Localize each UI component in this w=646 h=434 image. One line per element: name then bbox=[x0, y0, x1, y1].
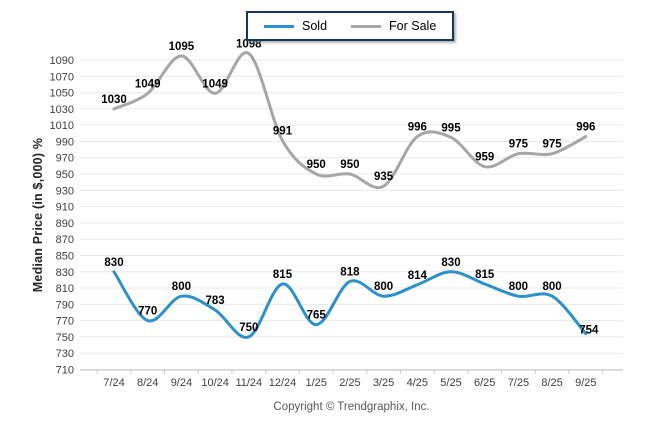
data-label: 800 bbox=[509, 281, 528, 293]
for-sale-line-swatch bbox=[351, 24, 382, 28]
x-tick-label: 4/25 bbox=[407, 377, 428, 389]
x-tick-label: 12/24 bbox=[269, 377, 297, 389]
y-tick-label: 810 bbox=[56, 283, 74, 295]
data-label: 1049 bbox=[135, 78, 161, 90]
data-label: 1098 bbox=[236, 38, 262, 50]
x-tick-label: 1/25 bbox=[305, 377, 326, 389]
y-tick-label: 910 bbox=[56, 202, 74, 214]
data-label: 975 bbox=[509, 139, 529, 151]
data-label: 996 bbox=[576, 122, 595, 134]
data-label: 975 bbox=[543, 139, 563, 151]
data-label: 830 bbox=[441, 257, 460, 269]
y-tick-label: 890 bbox=[56, 218, 74, 230]
data-label: 800 bbox=[543, 281, 562, 293]
x-tick-label: 9/24 bbox=[171, 377, 192, 389]
x-tick-label: 3/25 bbox=[373, 377, 394, 389]
y-tick-label: 870 bbox=[56, 234, 74, 246]
y-tick-label: 710 bbox=[56, 365, 74, 377]
data-label: 1049 bbox=[202, 78, 228, 90]
x-tick-label: 2/25 bbox=[339, 377, 360, 389]
x-tick-label: 10/24 bbox=[201, 377, 229, 389]
x-tick-label: 9/25 bbox=[575, 377, 596, 389]
data-label: 783 bbox=[206, 295, 225, 307]
y-tick-label: 1030 bbox=[50, 104, 74, 116]
data-label: 750 bbox=[239, 322, 258, 334]
data-label: 995 bbox=[441, 122, 461, 134]
copyright-text: Copyright © Trendgraphix, Inc. bbox=[273, 401, 430, 413]
y-tick-label: 970 bbox=[56, 153, 74, 165]
x-tick-label: 6/25 bbox=[474, 377, 495, 389]
data-label: 800 bbox=[172, 281, 191, 293]
data-label: 950 bbox=[340, 159, 359, 171]
sold-series-line bbox=[112, 270, 588, 339]
data-label: 814 bbox=[408, 270, 428, 282]
data-label: 815 bbox=[273, 269, 293, 281]
y-tick-label: 730 bbox=[56, 348, 74, 360]
y-axis-title: Median Price (in $,000) % bbox=[31, 137, 45, 293]
x-tick-label: 11/24 bbox=[235, 377, 262, 389]
data-label: 996 bbox=[408, 122, 427, 134]
y-tick-label: 1070 bbox=[50, 71, 74, 83]
y-tick-label: 990 bbox=[56, 136, 74, 148]
chart-legend: Sold For Sale bbox=[246, 11, 455, 41]
data-label: 815 bbox=[475, 269, 495, 281]
x-tick-label: 7/24 bbox=[103, 377, 124, 389]
legend-item-for-sale[interactable]: For Sale bbox=[351, 19, 436, 33]
y-tick-label: 750 bbox=[56, 332, 74, 344]
y-tick-label: 790 bbox=[56, 299, 74, 311]
y-tick-label: 1050 bbox=[50, 88, 74, 100]
sold-line-swatch bbox=[264, 24, 294, 28]
y-tick-label: 1010 bbox=[50, 120, 74, 132]
data-label: 991 bbox=[273, 126, 293, 138]
data-label: 830 bbox=[104, 257, 123, 269]
data-label: 950 bbox=[307, 159, 326, 171]
x-tick-label: 7/25 bbox=[508, 377, 529, 389]
data-label: 1095 bbox=[169, 41, 195, 53]
y-tick-label: 830 bbox=[56, 267, 74, 279]
data-label: 754 bbox=[579, 325, 599, 337]
data-label: 818 bbox=[340, 267, 360, 279]
for-sale-series-line bbox=[112, 51, 588, 190]
x-tick-label: 8/25 bbox=[541, 377, 562, 389]
y-tick-label: 930 bbox=[56, 185, 74, 197]
data-label: 765 bbox=[307, 310, 327, 322]
data-label: 1030 bbox=[101, 94, 127, 106]
y-tick-label: 850 bbox=[56, 250, 74, 262]
x-tick-label: 8/24 bbox=[137, 377, 158, 389]
legend-label-sold: Sold bbox=[302, 19, 328, 33]
y-tick-label: 770 bbox=[56, 316, 74, 328]
x-tick-label: 5/25 bbox=[440, 377, 461, 389]
data-label: 959 bbox=[475, 152, 494, 164]
data-label: 800 bbox=[374, 281, 393, 293]
legend-item-sold[interactable]: Sold bbox=[264, 19, 327, 33]
y-tick-label: 950 bbox=[56, 169, 74, 181]
y-tick-label: 1090 bbox=[50, 55, 74, 67]
legend-label-for-sale: For Sale bbox=[389, 19, 437, 33]
data-label: 770 bbox=[138, 306, 157, 318]
data-label: 935 bbox=[374, 171, 394, 183]
